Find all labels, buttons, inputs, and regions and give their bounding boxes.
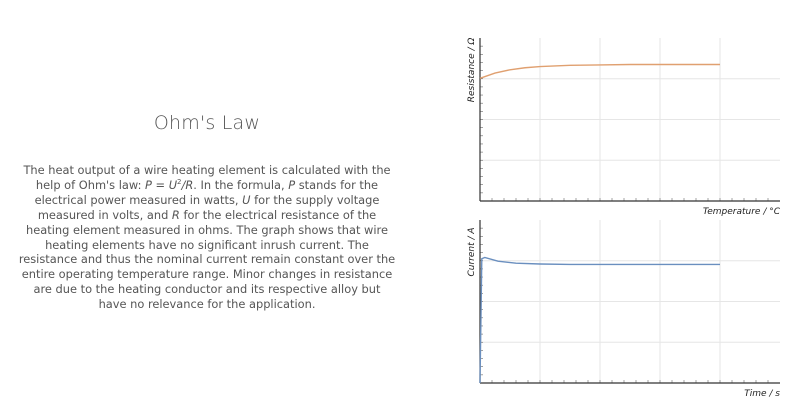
current-ticks [479, 227, 769, 384]
current-x-axis-label: Time / s [744, 389, 780, 399]
formula-resistance: R [185, 177, 194, 192]
current-chart: Current / A Time / s [467, 220, 780, 399]
formula-power: P [145, 177, 152, 192]
formula-equals: = [151, 177, 169, 192]
paragraph-text: for the supply voltage measured in volts… [37, 192, 380, 222]
paragraph-text: The heat output of a wire heating elemen… [23, 163, 391, 192]
paragraph-text: for the electrical resistance of the hea… [18, 207, 396, 312]
paragraph-text: . In the formula, [193, 177, 289, 192]
current-grid [480, 220, 780, 383]
resistance-chart: Resistance / Ω Temperature / °C [467, 38, 781, 217]
resistance-x-axis-label: Temperature / °C [703, 207, 781, 217]
formula-exponent: 2 [177, 178, 182, 187]
resistance-ticks [479, 45, 769, 202]
formula-slash: / [181, 177, 186, 192]
variable-resistance: R [171, 207, 180, 222]
page-title: Ohm's Law [153, 112, 261, 134]
resistance-grid [480, 38, 780, 201]
variable-voltage: U [242, 192, 251, 207]
variable-power: P [288, 177, 296, 192]
current-series-line [479, 256, 720, 384]
paragraph-text: stands for the electrical power measured… [34, 177, 379, 207]
current-y-axis-label: Current / A [467, 227, 477, 276]
resistance-y-axis-label: Resistance / Ω [467, 38, 477, 103]
formula-voltage: U [168, 177, 178, 192]
text-block: Ohm's Law The heat output of a wire heat… [18, 112, 396, 312]
resistance-series-line [479, 63, 720, 80]
description-paragraph: The heat output of a wire heating elemen… [18, 163, 396, 312]
